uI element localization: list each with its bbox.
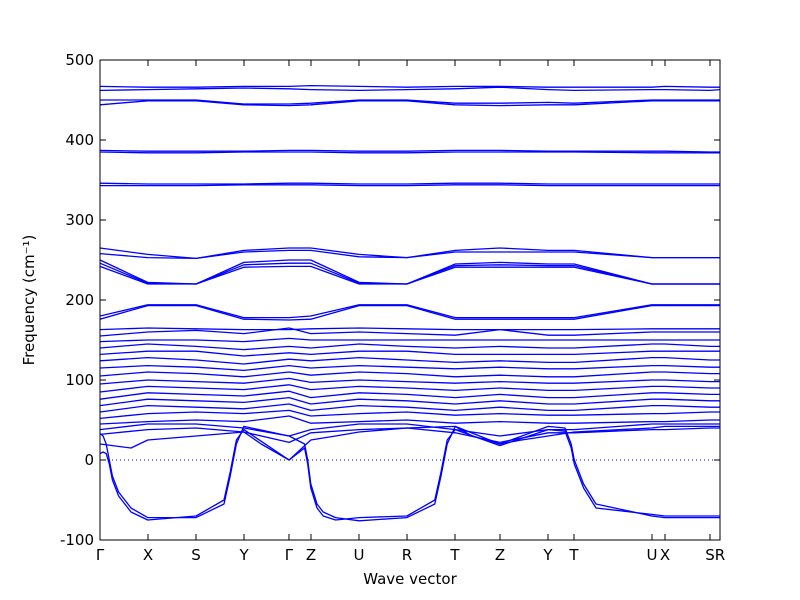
phonon-band-line: [100, 86, 720, 92]
phonon-band-line: [100, 377, 720, 385]
phonon-band-line: [100, 151, 720, 154]
phonon-band-line: [100, 343, 720, 351]
phonon-band-line: [100, 182, 720, 185]
y-tick-label: -100: [60, 531, 94, 549]
phonon-band-line: [100, 415, 720, 425]
phonon-band-line: [100, 304, 720, 319]
phonon-band-line: [100, 371, 720, 378]
phonon-band-line: [100, 428, 720, 521]
y-tick-label: 500: [65, 51, 94, 69]
y-tick-label: 400: [65, 131, 94, 149]
kpoint-label: X: [143, 546, 153, 564]
kpoint-label: R: [715, 546, 725, 564]
phonon-band-group: [100, 84, 720, 522]
phonon-band-line: [100, 99, 720, 105]
y-axis-label: Frequency (cm⁻¹): [20, 235, 38, 366]
phonon-band-line: [100, 409, 720, 420]
y-tick-label: 100: [65, 371, 94, 389]
kpoint-label: U: [646, 546, 657, 564]
phonon-band-line: [100, 84, 720, 88]
kpoint-label: T: [568, 546, 579, 564]
plot-background: [100, 60, 720, 540]
phonon-band-line: [100, 403, 720, 413]
kpoint-label: T: [449, 546, 460, 564]
phonon-band-line: [100, 337, 720, 343]
phonon-band-line: [100, 384, 720, 393]
phonon-band-line: [100, 149, 720, 153]
y-tick-label: 300: [65, 211, 94, 229]
kpoint-label: Γ: [96, 546, 105, 564]
kpoint-label: S: [191, 546, 201, 564]
phonon-band-line: [100, 390, 720, 400]
kpoint-label: Z: [495, 546, 505, 564]
kpoint-label: Y: [238, 546, 249, 564]
kpoint-label: S: [705, 546, 715, 564]
phonon-band-line: [100, 327, 720, 337]
phonon-band-line: [100, 356, 720, 365]
y-axis-ticks: -100 0 100 200 300 400 500: [60, 51, 720, 549]
phonon-band-line: [100, 249, 720, 260]
phonon-band-line: [100, 304, 720, 321]
phonon-band-line: [100, 184, 720, 187]
phonon-band-line: [100, 350, 720, 357]
y-tick-label: 200: [65, 291, 94, 309]
phonon-band-line: [100, 364, 720, 372]
phonon-band-line: [100, 100, 720, 107]
kpoint-label: U: [353, 546, 364, 564]
phonon-band-line: [100, 396, 720, 407]
kpoint-label: X: [660, 546, 670, 564]
phonon-band-line: [100, 327, 720, 331]
kpoint-label: R: [402, 546, 412, 564]
phonon-band-line: [100, 427, 720, 444]
kpoint-label: Y: [542, 546, 553, 564]
phonon-band-line: [100, 265, 720, 285]
phonon-band-line: [100, 425, 720, 461]
phonon-band-line: [100, 425, 720, 522]
x-axis-label: Wave vector: [363, 570, 457, 588]
kpoint-label: Z: [306, 546, 316, 564]
kpoint-label: Γ: [285, 546, 294, 564]
y-tick-label: 0: [84, 451, 94, 469]
